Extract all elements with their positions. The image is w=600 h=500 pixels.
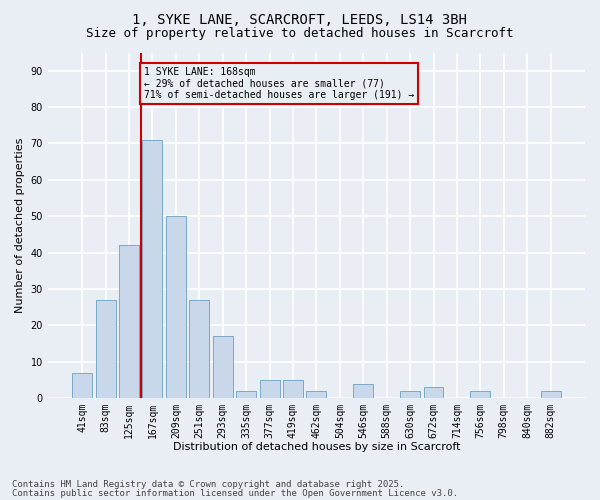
Bar: [213, 336, 233, 398]
Bar: [72, 372, 92, 398]
Text: 1, SYKE LANE, SCARCROFT, LEEDS, LS14 3BH: 1, SYKE LANE, SCARCROFT, LEEDS, LS14 3BH: [133, 12, 467, 26]
Bar: [95, 300, 116, 398]
Bar: [307, 391, 326, 398]
Text: Size of property relative to detached houses in Scarcroft: Size of property relative to detached ho…: [86, 28, 514, 40]
Bar: [236, 391, 256, 398]
Bar: [541, 391, 560, 398]
Bar: [400, 391, 420, 398]
Bar: [166, 216, 186, 398]
Bar: [260, 380, 280, 398]
Text: Contains HM Land Registry data © Crown copyright and database right 2025.: Contains HM Land Registry data © Crown c…: [12, 480, 404, 489]
Text: 1 SYKE LANE: 168sqm
← 29% of detached houses are smaller (77)
71% of semi-detach: 1 SYKE LANE: 168sqm ← 29% of detached ho…: [144, 67, 415, 100]
Bar: [142, 140, 163, 398]
Text: Contains public sector information licensed under the Open Government Licence v3: Contains public sector information licen…: [12, 489, 458, 498]
Bar: [190, 300, 209, 398]
X-axis label: Distribution of detached houses by size in Scarcroft: Distribution of detached houses by size …: [173, 442, 460, 452]
Bar: [424, 388, 443, 398]
Bar: [353, 384, 373, 398]
Bar: [119, 246, 139, 398]
Bar: [283, 380, 303, 398]
Bar: [470, 391, 490, 398]
Y-axis label: Number of detached properties: Number of detached properties: [15, 138, 25, 313]
